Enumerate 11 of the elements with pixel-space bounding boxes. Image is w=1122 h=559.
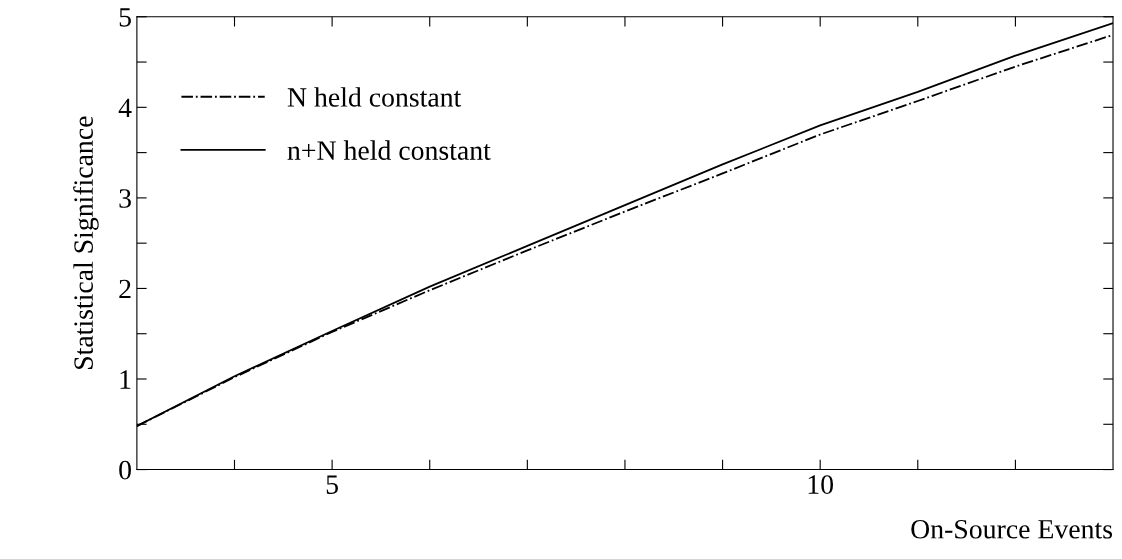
legend-label: N held constant	[287, 87, 462, 107]
y-tick-label: 3	[119, 189, 131, 208]
y-tick-label: 1	[120, 370, 131, 389]
y-tick-label: 0	[119, 460, 131, 480]
x-tick-label: 10	[808, 475, 834, 494]
y-tick-label: 4	[118, 98, 132, 117]
legend-label: n+N held constant	[287, 140, 491, 160]
y-tick-label: 2	[119, 279, 131, 299]
x-axis-title: On-Source Events	[911, 519, 1113, 539]
y-axis-title: Statistical Significance	[73, 116, 99, 369]
y-tick-label: 5	[119, 8, 131, 27]
